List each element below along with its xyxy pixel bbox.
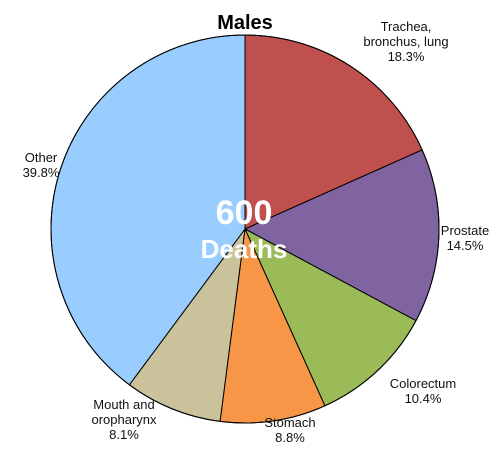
pie-slices	[50, 34, 440, 424]
slice-label-3: Stomach 8.8%	[264, 415, 315, 445]
slice-label-2: Colorectum 10.4%	[390, 376, 456, 406]
pie-outline	[50, 34, 440, 424]
center-label: Deaths	[201, 234, 288, 264]
slice-label-1: Prostate 14.5%	[441, 223, 489, 253]
slice-label-4: Mouth and oropharynx 8.1%	[91, 397, 157, 442]
slice-label-5: Other 39.8%	[23, 150, 60, 180]
slice-labels: Trachea, bronchus, lung 18.3% Prostate 14.5%…	[23, 19, 490, 445]
slice-label-0: Trachea, bronchus, lung 18.3%	[363, 19, 448, 64]
chart-title: Males	[217, 12, 273, 34]
center-value: 600	[216, 194, 273, 232]
